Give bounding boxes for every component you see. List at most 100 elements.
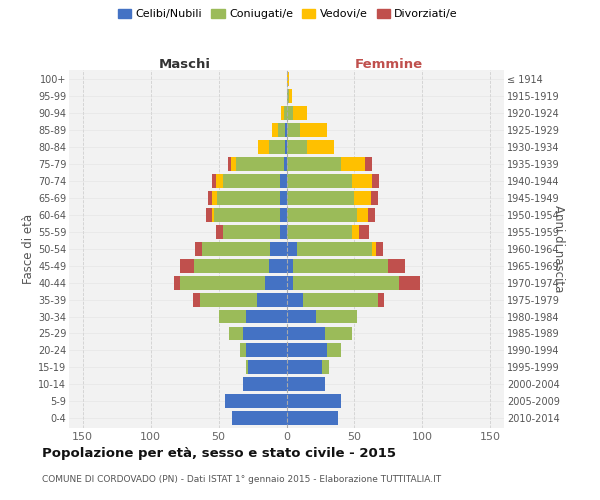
Bar	[355, 191, 371, 205]
Bar	[293, 276, 400, 289]
Bar	[341, 157, 365, 171]
Bar	[287, 411, 338, 425]
Bar	[325, 326, 352, 340]
Bar	[218, 310, 246, 324]
Bar	[257, 292, 287, 306]
Bar	[287, 310, 316, 324]
Bar	[285, 140, 287, 154]
Bar	[388, 258, 405, 272]
Bar	[322, 360, 329, 374]
Bar	[377, 292, 385, 306]
Bar	[368, 208, 375, 222]
Bar	[287, 276, 293, 289]
Bar	[212, 174, 216, 188]
Bar	[284, 157, 287, 171]
Bar	[208, 191, 212, 205]
Bar	[202, 242, 270, 256]
Bar	[199, 292, 257, 306]
Bar	[287, 242, 298, 256]
Bar	[214, 208, 280, 222]
Bar	[376, 242, 383, 256]
Bar	[287, 157, 341, 171]
Bar	[307, 140, 334, 154]
Bar	[287, 292, 303, 306]
Text: Maschi: Maschi	[158, 58, 210, 71]
Bar	[365, 157, 372, 171]
Bar	[246, 360, 248, 374]
Bar	[293, 258, 388, 272]
Bar	[400, 276, 420, 289]
Bar	[287, 378, 325, 391]
Bar	[216, 174, 223, 188]
Bar	[270, 242, 287, 256]
Legend: Celibi/Nubili, Coniugati/e, Vedovi/e, Divorziati/e: Celibi/Nubili, Coniugati/e, Vedovi/e, Di…	[113, 4, 463, 24]
Bar	[181, 258, 194, 272]
Y-axis label: Anni di nascita: Anni di nascita	[552, 205, 565, 292]
Bar	[265, 276, 287, 289]
Y-axis label: Fasce di età: Fasce di età	[22, 214, 35, 284]
Bar	[228, 157, 231, 171]
Bar	[194, 258, 269, 272]
Bar	[285, 123, 287, 137]
Bar	[287, 258, 293, 272]
Bar	[212, 191, 217, 205]
Bar	[206, 208, 212, 222]
Bar	[217, 191, 280, 205]
Bar	[226, 394, 287, 408]
Bar	[280, 191, 287, 205]
Bar	[272, 123, 278, 137]
Bar	[287, 174, 352, 188]
Bar	[289, 90, 292, 103]
Bar	[236, 157, 284, 171]
Bar	[287, 106, 293, 120]
Bar	[372, 174, 379, 188]
Bar	[287, 326, 325, 340]
Bar	[359, 225, 370, 239]
Bar	[303, 292, 377, 306]
Bar	[287, 72, 289, 86]
Bar	[287, 208, 357, 222]
Bar	[371, 191, 377, 205]
Bar	[280, 208, 287, 222]
Bar	[287, 140, 307, 154]
Bar	[246, 344, 287, 357]
Bar	[258, 140, 269, 154]
Bar	[357, 208, 368, 222]
Bar	[281, 106, 284, 120]
Bar	[240, 344, 246, 357]
Bar	[287, 191, 355, 205]
Bar	[287, 344, 327, 357]
Bar	[287, 394, 341, 408]
Bar	[223, 225, 280, 239]
Bar	[216, 225, 223, 239]
Bar	[298, 242, 372, 256]
Bar	[196, 242, 202, 256]
Bar	[269, 258, 287, 272]
Text: COMUNE DI CORDOVADO (PN) - Dati ISTAT 1° gennaio 2015 - Elaborazione TUTTITALIA.: COMUNE DI CORDOVADO (PN) - Dati ISTAT 1°…	[42, 475, 441, 484]
Bar	[352, 225, 359, 239]
Bar	[287, 360, 322, 374]
Bar	[246, 310, 287, 324]
Bar	[223, 174, 280, 188]
Bar	[231, 157, 236, 171]
Bar	[232, 411, 287, 425]
Text: Femmine: Femmine	[355, 58, 423, 71]
Bar	[181, 276, 265, 289]
Bar	[243, 378, 287, 391]
Bar	[316, 310, 357, 324]
Bar	[287, 123, 300, 137]
Bar	[327, 344, 341, 357]
Bar	[284, 106, 287, 120]
Bar	[293, 106, 307, 120]
Bar	[173, 276, 181, 289]
Bar	[243, 326, 287, 340]
Bar	[193, 292, 199, 306]
Text: Popolazione per età, sesso e stato civile - 2015: Popolazione per età, sesso e stato civil…	[42, 448, 396, 460]
Bar	[229, 326, 243, 340]
Bar	[287, 225, 352, 239]
Bar	[280, 225, 287, 239]
Bar	[352, 174, 372, 188]
Bar	[269, 140, 285, 154]
Bar	[248, 360, 287, 374]
Bar	[287, 90, 289, 103]
